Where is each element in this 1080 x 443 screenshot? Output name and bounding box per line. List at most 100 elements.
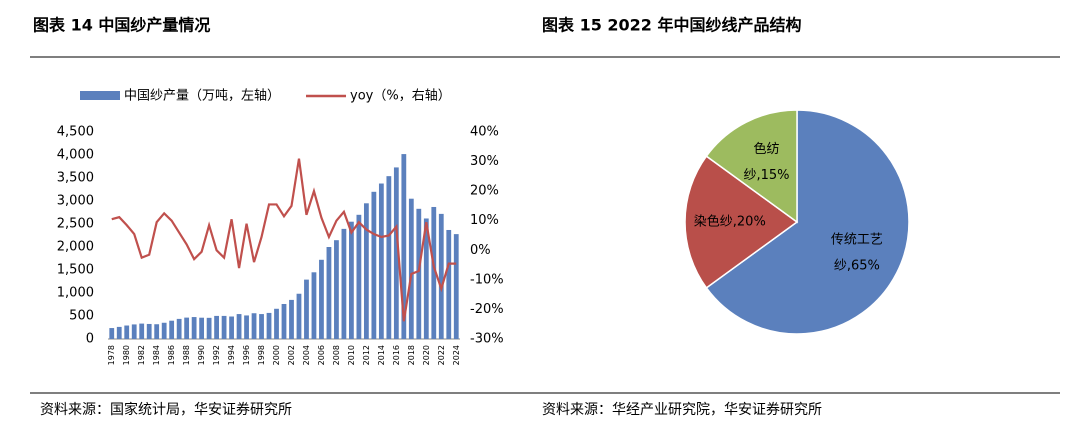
x-tick-label: 1990 xyxy=(197,345,206,365)
x-tick-label: 1980 xyxy=(122,345,131,365)
bar xyxy=(378,183,384,339)
pie-slice xyxy=(705,109,798,224)
bar xyxy=(393,167,399,339)
x-tick-label: 1982 xyxy=(137,345,146,365)
y-tick-label: 4,500 xyxy=(57,125,94,140)
bar xyxy=(199,317,205,339)
chart-title: 图表 14 中国纱产量情况 xyxy=(33,16,210,35)
y-tick-label: 3,500 xyxy=(57,171,94,186)
x-tick-label: 2024 xyxy=(452,345,461,365)
bar xyxy=(431,206,437,339)
bar xyxy=(274,308,279,339)
x-tick-label: 1986 xyxy=(167,345,176,365)
bar xyxy=(109,328,115,339)
x-tick-label: 2008 xyxy=(332,345,341,365)
bar xyxy=(401,154,407,339)
x-tick-label: 2014 xyxy=(377,345,386,365)
bar xyxy=(281,303,287,339)
bar xyxy=(438,213,444,339)
bar xyxy=(116,326,122,339)
x-tick-label: 1984 xyxy=(152,345,161,365)
y2-tick-label: -10% xyxy=(470,272,504,287)
bar xyxy=(446,229,452,339)
x-tick-label: 2002 xyxy=(287,345,296,365)
data-label: 传统工艺纱,65% xyxy=(831,232,883,273)
source: 资料来源：国家统计局，华安证券研究所 xyxy=(40,401,292,418)
bar xyxy=(311,272,317,339)
bar xyxy=(341,228,347,339)
bar xyxy=(221,315,227,339)
bar xyxy=(319,259,324,339)
bar xyxy=(371,191,377,339)
bar xyxy=(326,247,332,339)
y2-tick-label: 20% xyxy=(470,184,499,199)
bar xyxy=(408,198,414,339)
chart-title: 图表 15 2022 年中国纱线产品结构 xyxy=(542,16,802,35)
x-tick-label: 1992 xyxy=(212,345,221,365)
x-tick-label: 1998 xyxy=(257,345,266,365)
pie-slice xyxy=(684,155,799,289)
x-tick-label: 2012 xyxy=(362,345,371,365)
bar xyxy=(334,240,339,339)
y2-tick-label: 40% xyxy=(470,125,499,140)
bar xyxy=(416,208,422,339)
bar xyxy=(259,314,264,339)
bar xyxy=(139,323,145,339)
bar xyxy=(146,323,152,339)
x-tick-label: 1978 xyxy=(107,345,116,365)
bar xyxy=(304,279,309,339)
bar xyxy=(131,324,137,339)
y-tick-label: 2,000 xyxy=(57,240,94,255)
source: 资料来源：华经产业研究院，华安证券研究所 xyxy=(542,402,822,418)
y-tick-label: 2,500 xyxy=(57,217,94,232)
x-tick-label: 2006 xyxy=(317,345,326,365)
bar xyxy=(124,325,130,339)
data-label: 染色纱,20% xyxy=(694,214,766,230)
x-tick-label: 1988 xyxy=(182,345,191,365)
y-tick-label: 3,000 xyxy=(57,194,94,209)
bar xyxy=(244,315,249,339)
legend-label: yoy（%，右轴） xyxy=(350,89,451,104)
x-tick-label: 1996 xyxy=(242,345,251,365)
y-tick-label: 4,000 xyxy=(57,148,94,163)
line xyxy=(111,158,457,322)
x-tick-label: 2004 xyxy=(302,345,311,365)
bar xyxy=(453,234,459,339)
bar xyxy=(296,293,302,339)
legend-label: 中国纱产量（万吨，左轴） xyxy=(124,89,280,104)
bar xyxy=(266,312,272,339)
bar xyxy=(289,299,294,339)
y2-tick-label: -30% xyxy=(470,332,504,347)
bar xyxy=(206,317,212,339)
bar xyxy=(169,320,175,339)
bar xyxy=(423,218,429,339)
y-tick-label: 1,500 xyxy=(57,263,94,278)
bar xyxy=(229,316,234,339)
x-tick-label: 2022 xyxy=(437,345,446,365)
bar xyxy=(176,318,182,339)
y2-tick-label: 30% xyxy=(470,154,499,169)
bar xyxy=(251,313,257,339)
bar xyxy=(363,203,369,339)
legend-swatch xyxy=(80,91,120,100)
y2-tick-label: -20% xyxy=(470,302,504,317)
bar xyxy=(356,214,362,339)
x-tick-label: 2020 xyxy=(422,345,431,365)
data-label: 色纺纱,15% xyxy=(743,141,789,183)
y-tick-label: 500 xyxy=(69,309,94,324)
y-tick-label: 1,000 xyxy=(57,286,94,301)
bar xyxy=(349,221,354,339)
y-tick-label: 0 xyxy=(86,332,94,347)
bar xyxy=(214,315,219,339)
y2-tick-label: 10% xyxy=(470,213,499,228)
bar xyxy=(386,176,392,339)
x-tick-label: 2000 xyxy=(272,345,281,365)
bar xyxy=(154,324,160,339)
x-tick-label: 1994 xyxy=(227,345,236,365)
bar xyxy=(184,317,190,339)
bar xyxy=(161,322,167,339)
pie-slice xyxy=(705,109,910,335)
bar xyxy=(191,317,197,339)
x-tick-label: 2018 xyxy=(407,345,416,365)
